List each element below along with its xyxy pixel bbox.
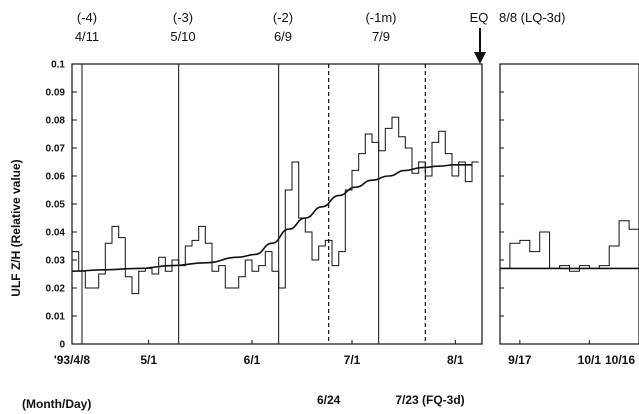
y-ticks <box>71 63 590 345</box>
x-tick-label-main-4: 7/1 <box>344 353 361 367</box>
y-tick-label: 0.02 <box>46 284 66 295</box>
top-annotation-date-3: 6/9 <box>274 29 292 44</box>
zh-step-series-main <box>72 116 479 295</box>
y-tick-label: 0.08 <box>46 116 66 127</box>
bottom-annotation-2: 7/23 (FQ-3d) <box>395 393 464 407</box>
x-tick-label-main-3: 6/1 <box>244 353 261 367</box>
eq-note: 8/8 (LQ-3d) <box>499 10 565 25</box>
x-tick-label-autumn-3: 10/16 <box>605 353 635 367</box>
y-tick-label: 0.06 <box>46 172 66 183</box>
top-annotation-date-2: 5/10 <box>170 29 195 44</box>
x-axis-label: (Month/Day) <box>22 397 91 411</box>
zh-step-series-autumn <box>500 220 639 345</box>
x-tick-labels: '93/4/8 5/1 6/1 7/1 8/1 9/17 10/1 10/16 <box>54 353 635 367</box>
top-annotation-phase-3: (-2) <box>273 10 293 25</box>
x-tick-label-main-1: '93/4/8 <box>54 353 91 367</box>
y-axis-label: ULF Z/H (Relative value) <box>9 159 23 296</box>
x-tick-label-autumn-2: 10/1 <box>578 353 602 367</box>
y-tick-label: 0.01 <box>46 312 66 323</box>
top-annotation-phase-1: (-4) <box>77 10 97 25</box>
y-tick-label: 0 <box>59 340 65 351</box>
top-annotation-date-1: 4/11 <box>75 29 99 44</box>
x-tick-label-main-5: 8/1 <box>447 353 464 367</box>
bottom-annotation-1: 6/24 <box>317 393 341 407</box>
eq-label: EQ <box>470 10 489 25</box>
y-tick-label: 0.05 <box>46 200 66 211</box>
x-tick-label-main-2: 5/1 <box>140 353 157 367</box>
top-annotation-date-4: 7/9 <box>372 29 390 44</box>
y-tick-label: 0.09 <box>46 88 66 99</box>
top-annotations: (-4) 4/11 (-3) 5/10 (-2) 6/9 (-1m) 7/9 E… <box>75 10 566 44</box>
top-annotation-phase-4: (-1m) <box>365 10 396 25</box>
panel-frame-autumn <box>499 63 639 345</box>
reference-lines <box>81 64 426 344</box>
panel-frame-main <box>71 63 483 345</box>
top-annotation-phase-2: (-3) <box>173 10 193 25</box>
plot-area <box>71 116 639 345</box>
eq-arrow-icon <box>474 28 486 64</box>
trend-curve <box>71 164 472 272</box>
y-tick-label: 0.07 <box>46 144 66 155</box>
y-tick-label: 0.04 <box>46 228 66 239</box>
y-tick-labels: 0 0.01 0.02 0.03 0.04 0.05 0.06 0.07 0.0… <box>46 60 66 351</box>
y-tick-label: 0.1 <box>51 60 65 71</box>
x-tick-label-autumn-1: 9/17 <box>508 353 532 367</box>
y-tick-label: 0.03 <box>46 256 66 267</box>
